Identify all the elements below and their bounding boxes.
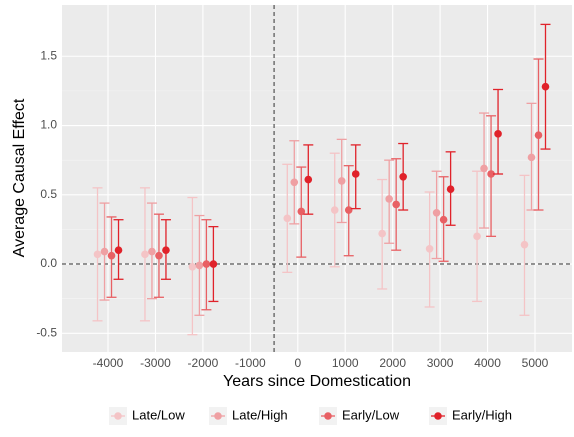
x-axis-title: Years since Domestication: [223, 373, 411, 390]
point: [162, 246, 170, 254]
point: [487, 170, 495, 178]
point: [439, 215, 448, 224]
y-tick-label: 1.0: [40, 118, 57, 132]
point: [188, 263, 197, 271]
point: [351, 170, 360, 178]
point: [290, 178, 299, 187]
point: [155, 251, 163, 260]
point: [399, 172, 407, 181]
legend-label: Late/High: [232, 407, 288, 422]
point: [520, 240, 529, 249]
point: [330, 206, 339, 214]
point: [534, 131, 543, 140]
point: [148, 247, 156, 256]
point: [527, 153, 536, 162]
point: [446, 185, 455, 194]
x-tick-label: 0: [294, 356, 301, 370]
point: [297, 207, 306, 216]
point: [93, 250, 102, 259]
point: [385, 195, 393, 203]
point: [432, 208, 441, 217]
point: [107, 251, 116, 260]
point: [425, 245, 434, 253]
x-tick-label: -1000: [235, 356, 266, 370]
point: [141, 250, 149, 259]
x-tick-label: -2000: [188, 356, 219, 370]
x-tick-label: 1000: [332, 356, 359, 370]
y-tick-label: 0.0: [40, 256, 57, 270]
point: [378, 229, 386, 238]
y-tick-label: 0.5: [40, 187, 57, 201]
point: [209, 260, 218, 268]
point: [494, 130, 502, 138]
point: [114, 246, 123, 254]
point: [304, 175, 313, 184]
x-tick-label: -4000: [93, 356, 124, 370]
legend-label: Late/Low: [132, 407, 185, 422]
x-tick-label: -3000: [140, 356, 171, 370]
panel: [62, 5, 572, 352]
point: [473, 232, 481, 241]
point: [337, 177, 346, 185]
legend-key-point: [114, 412, 122, 420]
point: [100, 247, 109, 256]
point: [541, 82, 550, 91]
legend-key-point: [434, 412, 442, 420]
point: [283, 214, 292, 223]
point: [202, 260, 211, 268]
point: [392, 200, 400, 209]
point: [344, 206, 353, 214]
x-tick-label: 3000: [427, 356, 454, 370]
x-tick-label: 2000: [379, 356, 406, 370]
y-axis-title: Average Causal Effect: [11, 98, 28, 257]
point: [195, 261, 204, 270]
x-tick-label: 5000: [522, 356, 549, 370]
legend-key-point: [324, 412, 332, 420]
legend-key-point: [214, 412, 222, 420]
legend-label: Early/Low: [342, 407, 400, 422]
x-tick-label: 4000: [474, 356, 501, 370]
point: [480, 164, 488, 173]
y-tick-label: -0.5: [36, 325, 57, 339]
y-tick-label: 1.5: [40, 48, 57, 62]
legend-label: Early/High: [452, 407, 512, 422]
